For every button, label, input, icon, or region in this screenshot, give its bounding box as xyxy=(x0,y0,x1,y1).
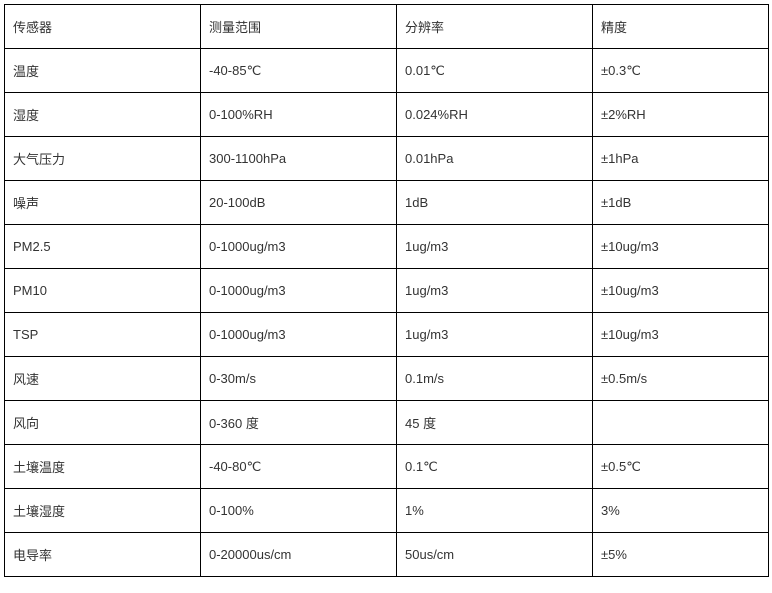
cell-resolution: 1dB xyxy=(397,181,593,225)
table-row: 大气压力 300-1100hPa 0.01hPa ±1hPa xyxy=(5,137,769,181)
cell-resolution: 0.01℃ xyxy=(397,49,593,93)
cell-accuracy: ±5% xyxy=(593,533,769,577)
cell-accuracy: ±10ug/m3 xyxy=(593,269,769,313)
cell-accuracy: ±0.3℃ xyxy=(593,49,769,93)
cell-accuracy xyxy=(593,401,769,445)
cell-accuracy: ±1dB xyxy=(593,181,769,225)
cell-resolution: 0.1℃ xyxy=(397,445,593,489)
header-cell-range: 测量范围 xyxy=(201,5,397,49)
table-row: 土壤湿度 0-100% 1% 3% xyxy=(5,489,769,533)
cell-resolution: 1ug/m3 xyxy=(397,313,593,357)
table-row: TSP 0-1000ug/m3 1ug/m3 ±10ug/m3 xyxy=(5,313,769,357)
sensor-spec-table: 传感器 测量范围 分辨率 精度 温度 -40-85℃ 0.01℃ ±0.3℃ 湿… xyxy=(4,4,769,577)
cell-resolution: 50us/cm xyxy=(397,533,593,577)
cell-resolution: 1ug/m3 xyxy=(397,269,593,313)
cell-accuracy: ±0.5m/s xyxy=(593,357,769,401)
cell-resolution: 0.024%RH xyxy=(397,93,593,137)
table-row: 风速 0-30m/s 0.1m/s ±0.5m/s xyxy=(5,357,769,401)
table-row: 湿度 0-100%RH 0.024%RH ±2%RH xyxy=(5,93,769,137)
table-row: PM10 0-1000ug/m3 1ug/m3 ±10ug/m3 xyxy=(5,269,769,313)
cell-range: -40-85℃ xyxy=(201,49,397,93)
cell-sensor: 风向 xyxy=(5,401,201,445)
cell-sensor: 噪声 xyxy=(5,181,201,225)
table-body: 传感器 测量范围 分辨率 精度 温度 -40-85℃ 0.01℃ ±0.3℃ 湿… xyxy=(5,5,769,577)
cell-sensor: 土壤湿度 xyxy=(5,489,201,533)
table-row: 土壤温度 -40-80℃ 0.1℃ ±0.5℃ xyxy=(5,445,769,489)
cell-resolution: 1% xyxy=(397,489,593,533)
cell-accuracy: ±0.5℃ xyxy=(593,445,769,489)
cell-sensor: 电导率 xyxy=(5,533,201,577)
cell-range: 0-1000ug/m3 xyxy=(201,225,397,269)
cell-accuracy: 3% xyxy=(593,489,769,533)
cell-sensor: 土壤温度 xyxy=(5,445,201,489)
header-cell-sensor: 传感器 xyxy=(5,5,201,49)
cell-sensor: PM2.5 xyxy=(5,225,201,269)
cell-sensor: 大气压力 xyxy=(5,137,201,181)
cell-range: 20-100dB xyxy=(201,181,397,225)
cell-range: 0-100% xyxy=(201,489,397,533)
cell-accuracy: ±10ug/m3 xyxy=(593,313,769,357)
table-header-row: 传感器 测量范围 分辨率 精度 xyxy=(5,5,769,49)
table-row: 温度 -40-85℃ 0.01℃ ±0.3℃ xyxy=(5,49,769,93)
cell-range: 0-1000ug/m3 xyxy=(201,269,397,313)
cell-resolution: 1ug/m3 xyxy=(397,225,593,269)
cell-resolution: 0.1m/s xyxy=(397,357,593,401)
cell-accuracy: ±10ug/m3 xyxy=(593,225,769,269)
cell-resolution: 45 度 xyxy=(397,401,593,445)
cell-range: 300-1100hPa xyxy=(201,137,397,181)
cell-accuracy: ±2%RH xyxy=(593,93,769,137)
table-row: PM2.5 0-1000ug/m3 1ug/m3 ±10ug/m3 xyxy=(5,225,769,269)
cell-range: 0-20000us/cm xyxy=(201,533,397,577)
cell-sensor: PM10 xyxy=(5,269,201,313)
cell-sensor: 湿度 xyxy=(5,93,201,137)
header-cell-resolution: 分辨率 xyxy=(397,5,593,49)
cell-range: 0-30m/s xyxy=(201,357,397,401)
table-row: 电导率 0-20000us/cm 50us/cm ±5% xyxy=(5,533,769,577)
table-row: 噪声 20-100dB 1dB ±1dB xyxy=(5,181,769,225)
cell-range: 0-360 度 xyxy=(201,401,397,445)
table-row: 风向 0-360 度 45 度 xyxy=(5,401,769,445)
cell-resolution: 0.01hPa xyxy=(397,137,593,181)
cell-range: -40-80℃ xyxy=(201,445,397,489)
header-cell-accuracy: 精度 xyxy=(593,5,769,49)
cell-range: 0-1000ug/m3 xyxy=(201,313,397,357)
cell-accuracy: ±1hPa xyxy=(593,137,769,181)
cell-sensor: TSP xyxy=(5,313,201,357)
cell-sensor: 风速 xyxy=(5,357,201,401)
cell-range: 0-100%RH xyxy=(201,93,397,137)
cell-sensor: 温度 xyxy=(5,49,201,93)
